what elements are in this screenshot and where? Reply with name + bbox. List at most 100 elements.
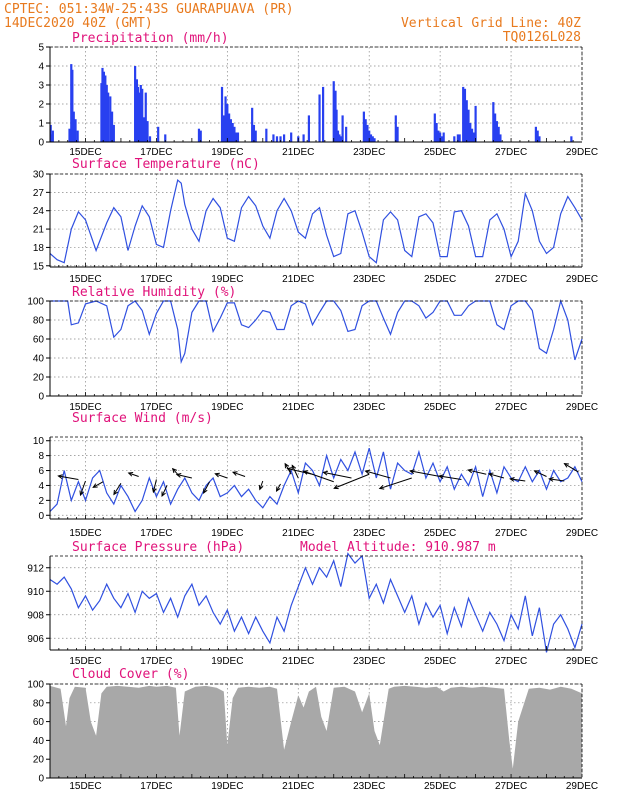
wind-arrow [203, 481, 211, 494]
y-tick-label: 60 [33, 335, 45, 346]
wind-arrow-shaft [172, 468, 179, 475]
y-tick-label: 4 [38, 62, 44, 73]
panel-title: Surface Wind (m/s) [72, 411, 213, 426]
y-tick-label: 20 [33, 373, 45, 384]
panel-0: 0 1 2 3 4 5 15DEC 17DEC 19DEC 21DEC 23DEC 25DEC 27DE… [38, 31, 598, 158]
wind-arrow-shaft [510, 478, 526, 482]
x-tick-label: 29DEC [566, 402, 598, 413]
precip-bar [362, 111, 365, 142]
wind-arrow [487, 472, 505, 479]
precip-bar [138, 92, 141, 142]
precip-bar [366, 124, 369, 142]
x-tick-label: 17DEC [140, 274, 172, 285]
wind-arrow [79, 480, 86, 497]
y-tick-label: 18 [33, 243, 45, 254]
x-tick-label: 27DEC [495, 781, 527, 792]
precip-bar [139, 85, 142, 142]
wind-arrow-head [258, 484, 264, 491]
precip-bar [463, 88, 467, 142]
panel-title: Precipitation (mm/h) [72, 31, 229, 46]
x-tick-label: 21DEC [282, 781, 314, 792]
y-tick-label: 2 [38, 496, 44, 507]
wind-arrow [509, 477, 526, 482]
precip-bar [228, 113, 231, 142]
precip-bar [469, 123, 472, 142]
x-tick-label: 23DEC [353, 402, 385, 413]
wind-arrow [302, 470, 334, 483]
wind-arrow-shaft [365, 470, 391, 479]
x-tick-label: 27DEC [495, 402, 527, 413]
wind-arrow-shaft [259, 480, 264, 490]
wind-arrow-head [275, 486, 281, 492]
precip-bar [252, 124, 256, 142]
wind-arrow-shaft [176, 474, 192, 479]
wind-arrow-head [378, 485, 385, 490]
precip-bar [141, 88, 144, 142]
precip-bar [229, 119, 232, 142]
precip-bar [364, 119, 367, 142]
x-tick-label: 27DEC [495, 147, 527, 158]
x-tick-label: 25DEC [424, 528, 456, 539]
precip-bar [272, 134, 275, 142]
precip-bar [68, 128, 71, 142]
precip-bar [105, 85, 108, 142]
x-tick-label: 17DEC [140, 528, 172, 539]
wind-arrow-head [57, 474, 63, 480]
x-tick-label: 29DEC [566, 147, 598, 158]
wind-arrow-head [533, 470, 540, 475]
wind-arrow [92, 481, 104, 488]
panel-3: 0 2 4 6 8 10 15DEC 17DEC 19DEC 21DEC 23DEC 25DEC 27D… [33, 411, 598, 539]
precip-bar [279, 136, 282, 142]
x-tick-label: 17DEC [140, 656, 172, 667]
panel-4: 906 908 910 912 15DEC 17DEC 19DEC 21DEC 23DEC 25D… [27, 540, 598, 667]
precip-bar [231, 123, 234, 142]
x-tick-label: 23DEC [353, 528, 385, 539]
wind-arrow-shaft [232, 471, 246, 477]
y-tick-label: 24 [33, 206, 45, 217]
precip-bar [495, 121, 498, 142]
wind-arrow-shaft [379, 477, 412, 489]
wind-arrow-shaft [92, 481, 104, 488]
y-tick-label: 912 [27, 563, 44, 574]
x-tick-label: 21DEC [282, 528, 314, 539]
precip-bar [341, 115, 344, 142]
x-tick-label: 19DEC [211, 274, 243, 285]
precip-bar [275, 136, 279, 142]
wind-arrow-shaft [79, 480, 86, 496]
x-tick-label: 17DEC [140, 147, 172, 158]
precip-bar [102, 71, 106, 142]
wind-arrow [175, 473, 192, 479]
precip-bar [458, 134, 461, 142]
y-tick-label: 60 [33, 717, 45, 728]
wind-arrow [438, 474, 462, 480]
precip-bar [462, 86, 465, 142]
wind-arrow-head [322, 470, 328, 476]
wind-arrow-head [438, 474, 444, 479]
precip-bar [396, 126, 399, 142]
wind-arrow [57, 474, 79, 480]
x-tick-label: 19DEC [211, 528, 243, 539]
precip-bar [72, 111, 75, 142]
y-tick-label: 80 [33, 316, 45, 327]
precip-bar [51, 130, 54, 142]
wind-arrow-head [487, 472, 494, 478]
wind-arrow [171, 467, 179, 475]
wind-arrow [275, 483, 281, 492]
y-tick-label: 15 [33, 261, 45, 272]
wind-arrow [322, 470, 352, 479]
precip-bar [254, 130, 257, 142]
wind-arrow [467, 468, 487, 475]
precip-bar [109, 96, 112, 142]
wind-arrow-head [127, 472, 134, 477]
wind-arrow-head [214, 472, 220, 478]
precip-bar [456, 134, 459, 142]
y-tick-label: 6 [38, 466, 44, 477]
precip-bar [265, 128, 268, 142]
wind-arrow-shaft [152, 479, 157, 493]
wind-arrow-shaft [468, 469, 487, 475]
precip-bar [251, 107, 254, 142]
panel-1: 15 18 21 24 27 30 15DEC 17DEC 19DEC 21DEC 23DEC 25D… [33, 157, 598, 285]
precip-bar [302, 134, 305, 142]
x-tick-label: 27DEC [495, 274, 527, 285]
precip-bar [465, 100, 468, 142]
